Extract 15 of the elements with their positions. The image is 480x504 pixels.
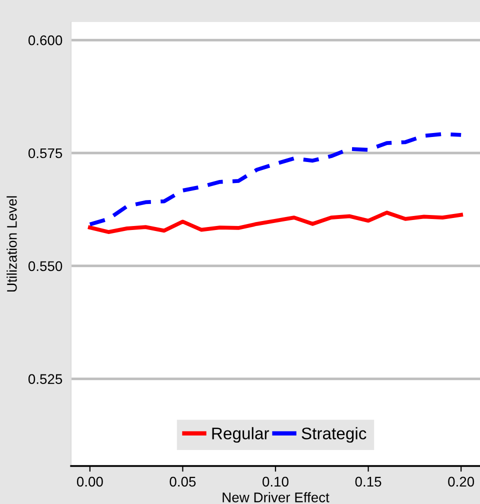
line-series (88, 210, 464, 234)
legend-label: Strategic (302, 427, 366, 443)
line-series (88, 132, 464, 226)
y-axis-title: Utilization Level (6, 196, 17, 292)
x-tick-label: 0.10 (262, 476, 288, 487)
y-tick-label: 0.575 (28, 148, 62, 158)
x-tick-label: 0.00 (76, 476, 103, 487)
y-tick-label: 0.525 (28, 374, 62, 384)
y-tick-label: 0.600 (28, 35, 62, 46)
x-axis-title: New Driver Effect (222, 492, 330, 502)
x-tick-label: 0.20 (448, 476, 474, 487)
legend-label: Regular (212, 427, 270, 443)
x-tick-label: 0.05 (170, 476, 196, 487)
x-tick-label: 0.15 (355, 476, 382, 487)
y-tick-label: 0.550 (28, 261, 62, 272)
